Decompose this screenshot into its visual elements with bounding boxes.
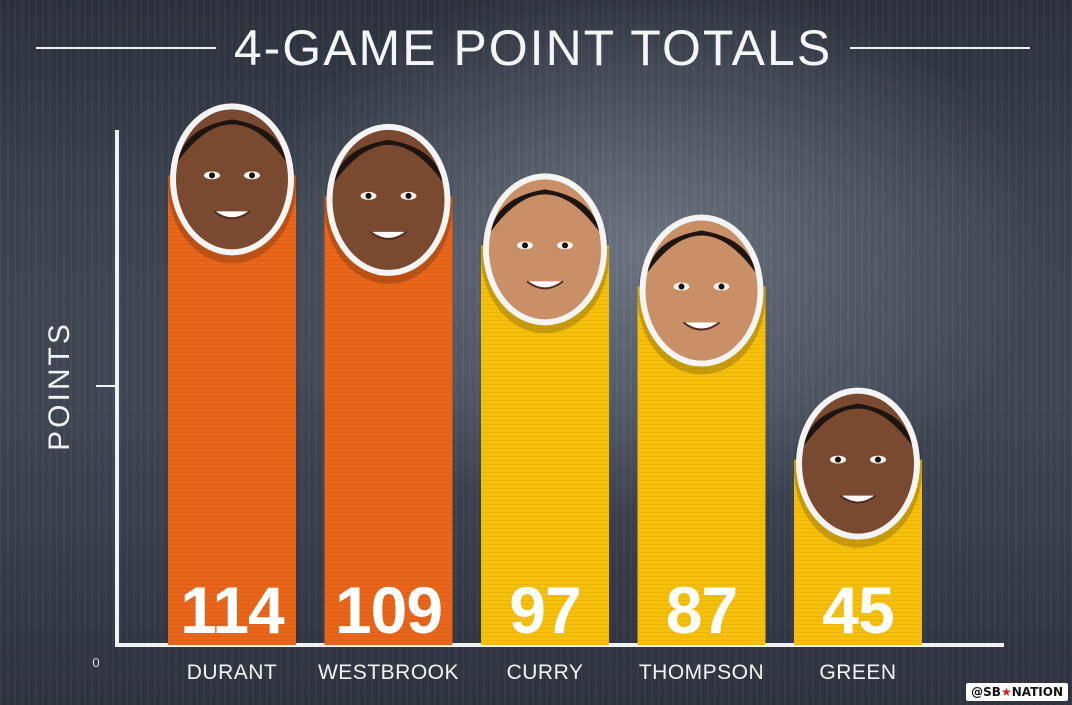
mouth-shape: [682, 321, 721, 331]
mouth-shape: [369, 231, 408, 240]
left-pupil: [835, 456, 841, 463]
player-face-icon: [802, 393, 914, 534]
mouth-shape: [526, 280, 564, 290]
mouth-shape: [213, 210, 251, 220]
player-face-icon: [332, 129, 445, 270]
right-pupil: [718, 283, 725, 290]
chart-title-bar: 4-GAME POINT TOTALS: [36, 20, 1031, 76]
hair-shape: [334, 139, 443, 182]
bar-value-label: 114: [180, 573, 285, 647]
player-face-icon: [645, 220, 758, 361]
title-rule-left: [36, 47, 216, 49]
left-pupil: [209, 172, 215, 179]
y-tick-label: 0: [92, 655, 99, 670]
chart-title: 4-GAME POINT TOTALS: [233, 20, 833, 76]
bar-value-label: 109: [335, 573, 442, 647]
hair-shape: [491, 189, 599, 232]
sbnation-watermark: @SB★NATION: [966, 683, 1068, 701]
x-tick-label: DURANT: [187, 661, 278, 684]
x-tick-label: CURRY: [507, 661, 584, 684]
right-pupil: [405, 192, 412, 199]
right-pupil: [875, 456, 881, 463]
right-pupil: [249, 172, 255, 179]
x-tick-label: WESTBROOK: [318, 661, 459, 684]
bar-value-label: 45: [822, 573, 893, 647]
left-pupil: [365, 192, 372, 199]
hair-shape: [804, 403, 912, 446]
x-tick-label: GREEN: [819, 661, 896, 684]
hair-shape: [178, 119, 286, 162]
watermark-prefix: @SB: [971, 685, 1001, 699]
watermark-suffix: NATION: [1011, 685, 1063, 699]
player-face-icon: [176, 109, 288, 250]
left-pupil: [678, 283, 685, 290]
left-pupil: [522, 242, 528, 249]
watermark-star-icon: ★: [1000, 685, 1012, 699]
bar-value-label: 97: [509, 573, 580, 647]
hair-shape: [647, 230, 756, 273]
x-tick-label: THOMPSON: [639, 661, 764, 684]
player-face-icon: [489, 179, 601, 320]
bar-value-label: 87: [666, 573, 737, 647]
right-pupil: [562, 242, 568, 249]
mouth-shape: [839, 494, 877, 504]
title-rule-right: [850, 47, 1031, 49]
